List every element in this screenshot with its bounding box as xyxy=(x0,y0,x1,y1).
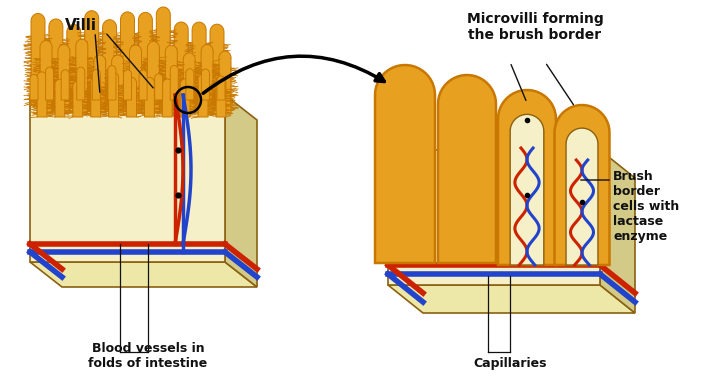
Text: Blood vessels in
folds of intestine: Blood vessels in folds of intestine xyxy=(89,342,207,370)
Polygon shape xyxy=(30,74,38,100)
Polygon shape xyxy=(148,41,160,113)
Polygon shape xyxy=(129,45,141,113)
Polygon shape xyxy=(58,45,70,113)
Polygon shape xyxy=(91,77,101,117)
Polygon shape xyxy=(198,74,208,117)
Polygon shape xyxy=(210,24,224,105)
Polygon shape xyxy=(61,70,69,100)
Polygon shape xyxy=(30,95,225,262)
Text: Capillaries: Capillaries xyxy=(473,357,547,370)
Polygon shape xyxy=(225,95,257,287)
Polygon shape xyxy=(73,81,83,117)
Polygon shape xyxy=(217,76,225,100)
Polygon shape xyxy=(555,105,610,265)
Polygon shape xyxy=(127,77,136,117)
Polygon shape xyxy=(77,67,85,100)
Polygon shape xyxy=(170,65,179,100)
Polygon shape xyxy=(67,24,81,105)
Text: Villi: Villi xyxy=(65,18,97,33)
Polygon shape xyxy=(120,12,134,105)
Polygon shape xyxy=(156,7,170,105)
Polygon shape xyxy=(76,39,88,113)
Polygon shape xyxy=(30,262,257,287)
Polygon shape xyxy=(566,128,598,265)
Polygon shape xyxy=(438,75,496,263)
Polygon shape xyxy=(510,114,544,265)
Polygon shape xyxy=(165,45,177,113)
Polygon shape xyxy=(84,11,98,105)
Polygon shape xyxy=(388,285,635,313)
Polygon shape xyxy=(108,66,116,100)
Polygon shape xyxy=(174,22,188,105)
Polygon shape xyxy=(55,79,65,117)
Polygon shape xyxy=(49,19,63,105)
Polygon shape xyxy=(192,22,206,105)
Polygon shape xyxy=(162,79,172,117)
Text: Microvilli forming
the brush border: Microvilli forming the brush border xyxy=(467,12,603,42)
Text: Brush
border
cells with
lactase
enzyme: Brush border cells with lactase enzyme xyxy=(613,170,679,243)
Polygon shape xyxy=(498,90,556,265)
Polygon shape xyxy=(600,150,635,313)
Polygon shape xyxy=(155,74,162,100)
Polygon shape xyxy=(388,150,600,285)
Polygon shape xyxy=(201,45,213,113)
Polygon shape xyxy=(180,79,191,117)
Polygon shape xyxy=(40,41,52,113)
Polygon shape xyxy=(108,72,119,117)
Polygon shape xyxy=(92,70,101,100)
Polygon shape xyxy=(124,70,131,100)
Polygon shape xyxy=(183,53,195,113)
Polygon shape xyxy=(46,67,53,100)
Polygon shape xyxy=(186,69,194,100)
Polygon shape xyxy=(219,51,231,113)
Polygon shape xyxy=(31,14,45,105)
Polygon shape xyxy=(202,69,209,100)
Polygon shape xyxy=(103,20,117,105)
Polygon shape xyxy=(138,12,153,105)
Polygon shape xyxy=(375,65,435,263)
Polygon shape xyxy=(112,55,124,113)
Polygon shape xyxy=(37,72,47,117)
Polygon shape xyxy=(144,77,155,117)
Polygon shape xyxy=(216,78,226,117)
Polygon shape xyxy=(93,55,105,113)
Polygon shape xyxy=(139,70,147,100)
